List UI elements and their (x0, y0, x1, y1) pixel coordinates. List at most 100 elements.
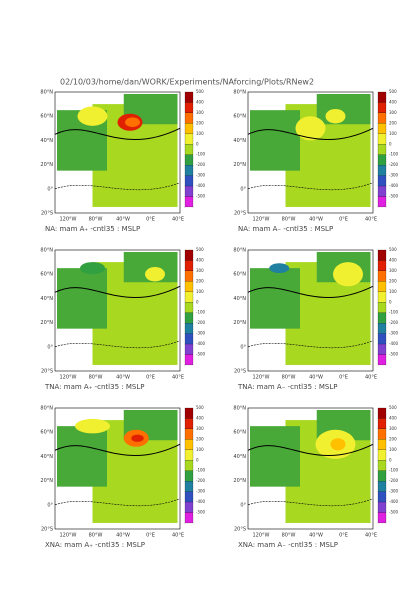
colorbar-cell (184, 112, 194, 124)
colorbar-label: 200 (389, 120, 397, 125)
colorbar-label: 500 (389, 405, 397, 410)
colorbar-label: -500 (196, 194, 206, 199)
lat-label: 20°S (234, 527, 246, 533)
colorbar-cell (377, 291, 387, 303)
colorbar-label: 500 (196, 247, 204, 252)
contour (247, 498, 374, 506)
lon-label: 40°W (116, 375, 130, 381)
colorbar-label: 200 (389, 436, 397, 441)
colorbar-cell (184, 196, 194, 208)
colorbar-cell (184, 501, 194, 513)
colorbar-label: 0 (196, 457, 199, 462)
colorbar-cell (377, 501, 387, 513)
lon-label: 0°E (339, 375, 348, 381)
anomaly-patch (131, 434, 144, 442)
colorbar-label: 200 (196, 278, 204, 283)
colorbar-cell (184, 281, 194, 292)
land-field (250, 110, 300, 171)
colorbar-cell (184, 133, 194, 145)
colorbar-label: -100 (196, 468, 206, 473)
colorbar-cell (184, 470, 194, 482)
anomaly-patch (80, 262, 105, 275)
colorbar-label: -300 (389, 173, 399, 178)
colorbar-cell (184, 418, 194, 430)
colorbar-label: -400 (196, 499, 206, 504)
lon-label: 40°E (172, 533, 184, 539)
colorbar-label: 100 (389, 131, 397, 136)
lon-label: 120°W (253, 533, 270, 539)
colorbar-label: 400 (196, 257, 204, 262)
colorbar-cell (377, 249, 387, 261)
lon-label: 40°E (365, 375, 377, 381)
land-field (57, 268, 107, 329)
colorbar-label: -100 (389, 468, 399, 473)
colorbar-label: -500 (389, 352, 399, 357)
contour (247, 443, 374, 456)
panel-caption: XNA: mam A₊ -cntl35 : MSLP (45, 541, 145, 549)
colorbar-cell (184, 354, 194, 366)
colorbar-cell (184, 407, 194, 419)
lon-label: 80°W (89, 375, 103, 381)
colorbar-cell (184, 439, 194, 450)
colorbar-cell (377, 343, 387, 355)
anomaly-patch (75, 418, 110, 434)
colorbar-label: 200 (196, 436, 204, 441)
colorbar-label: -200 (389, 162, 399, 167)
lat-label: 80°N (40, 248, 53, 254)
colorbar-cell (377, 196, 387, 208)
contour (247, 182, 374, 190)
colorbar-label: 500 (389, 89, 397, 94)
contour (54, 182, 181, 190)
colorbar-cell (184, 449, 194, 461)
colorbar-cell (184, 91, 194, 103)
colorbar-label: -300 (389, 331, 399, 336)
colorbar-cell (377, 333, 387, 345)
lat-label: 80°N (233, 248, 246, 254)
colorbar-label: 300 (196, 268, 204, 273)
anomaly-patch (269, 263, 290, 273)
lat-label: 20°S (41, 369, 53, 375)
lon-label: 0°E (339, 533, 348, 539)
land-field (250, 268, 300, 329)
panel-caption: NA: mam A₋ -cntl35 : MSLP (238, 225, 333, 233)
lat-label: 0° (240, 186, 246, 192)
colorbar-label: -200 (196, 478, 206, 483)
colorbar-label: 300 (196, 426, 204, 431)
colorbar-cell (377, 270, 387, 282)
colorbar-label: 0 (389, 141, 392, 146)
colorbar-cell (184, 185, 194, 197)
colorbar-cell (377, 312, 387, 324)
colorbar-cell (377, 112, 387, 124)
anomaly-patch (325, 108, 346, 124)
colorbar-label: -400 (389, 499, 399, 504)
lon-label: 40°E (365, 533, 377, 539)
colorbar-label: -300 (389, 489, 399, 494)
colorbar-label: -300 (196, 173, 206, 178)
colorbar-cell (377, 123, 387, 134)
lat-label: 60°N (40, 114, 53, 120)
colorbar-cell (377, 491, 387, 503)
colorbar-label: -500 (389, 194, 399, 199)
colorbar-cell (184, 144, 194, 155)
colorbar-label: 300 (196, 110, 204, 115)
colorbar-label: -100 (389, 152, 399, 157)
colorbar-cell (184, 343, 194, 355)
panel-caption: XNA: mam A₋ -cntl35 : MSLP (238, 541, 338, 549)
lon-label: 0°E (146, 375, 155, 381)
colorbar-cell (184, 428, 194, 440)
lat-label: 80°N (233, 406, 246, 412)
contour (247, 127, 374, 140)
lat-label: 60°N (40, 430, 53, 436)
lon-label: 80°W (282, 217, 296, 223)
colorbar-label: 400 (196, 99, 204, 104)
lon-label: 80°W (89, 533, 103, 539)
colorbar-cell (184, 491, 194, 503)
anomaly-patch (330, 438, 346, 451)
colorbar-label: -100 (389, 310, 399, 315)
colorbar-cell (377, 354, 387, 366)
contour (247, 285, 374, 298)
lon-label: 40°W (116, 533, 130, 539)
colorbar-cell (184, 175, 194, 187)
colorbar-cell (184, 165, 194, 176)
